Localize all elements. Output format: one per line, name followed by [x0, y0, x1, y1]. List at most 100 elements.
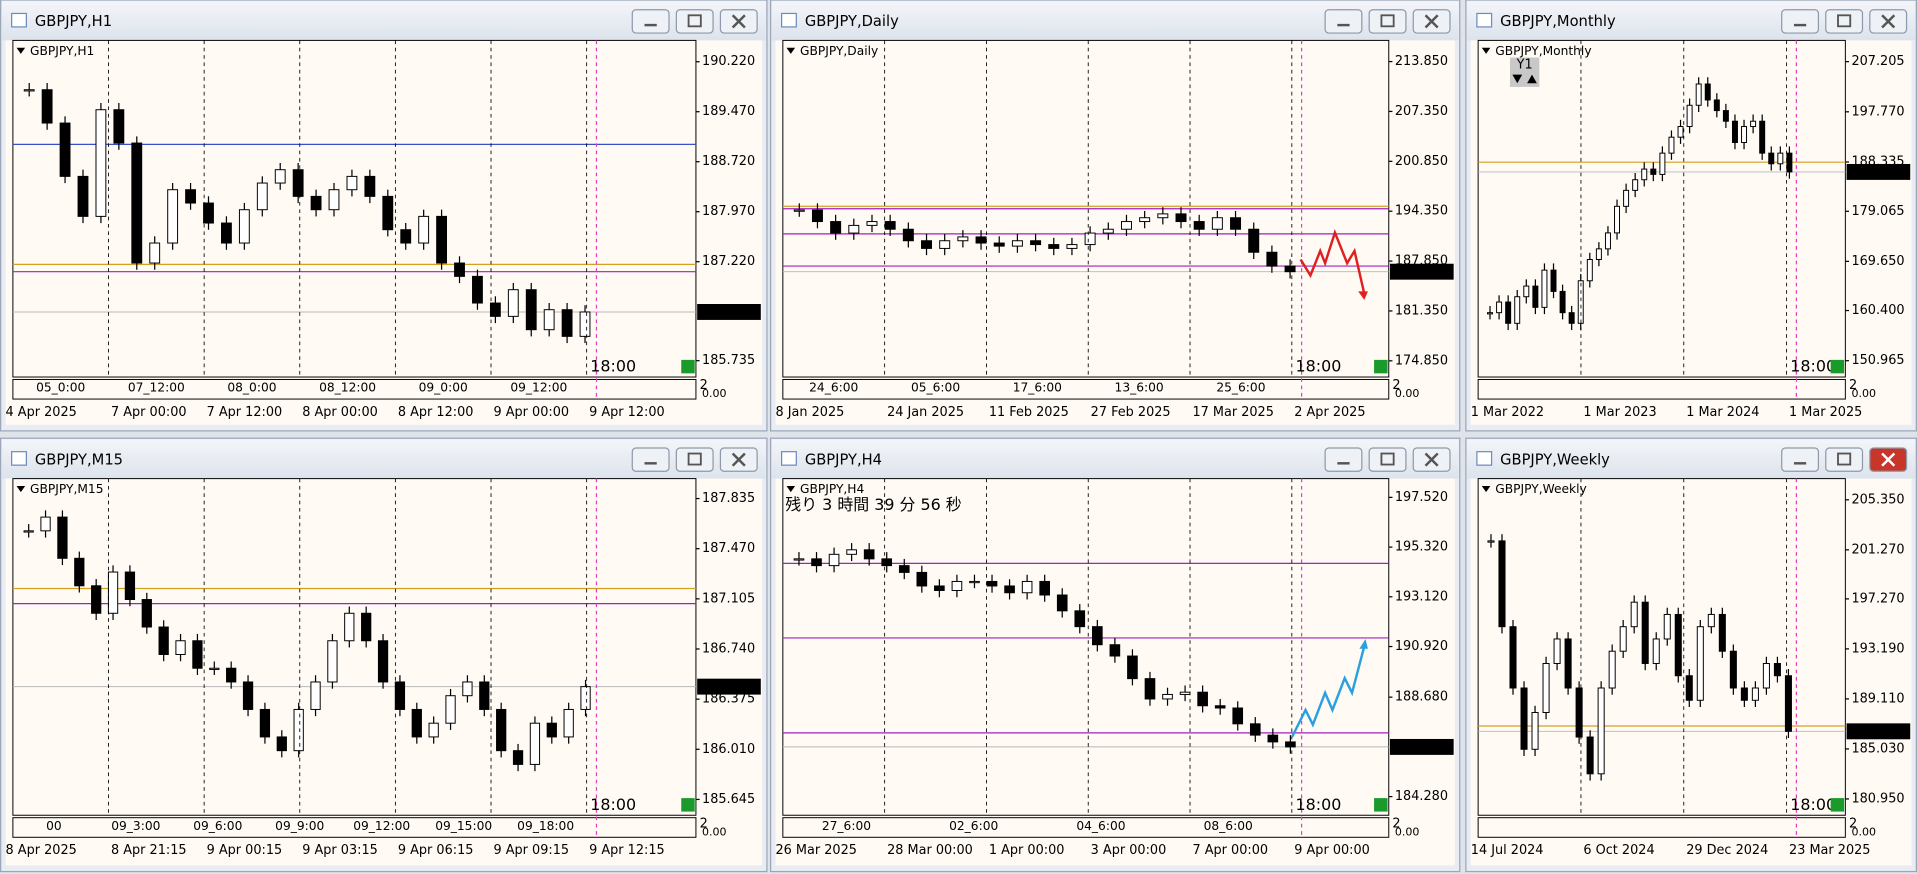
period-button-label: Y1 [1516, 57, 1533, 72]
candle [411, 708, 422, 738]
candle [529, 722, 541, 765]
candle [507, 289, 519, 317]
candle [209, 667, 220, 670]
minimize-button[interactable] [1781, 447, 1820, 472]
candle [59, 122, 71, 177]
y-tick-label: 195.320 [1395, 540, 1448, 555]
candle [934, 585, 945, 591]
trade-button[interactable] [1830, 798, 1845, 812]
candle [1144, 678, 1156, 700]
symbol-menu-arrow [786, 485, 796, 493]
date-label: 7 Apr 00:00 [1192, 843, 1268, 858]
minimize-button[interactable] [631, 447, 670, 472]
sub-window [12, 378, 697, 400]
symbol-label: GBPJPY,Monthly [1495, 44, 1591, 58]
close-time: 18:00 [590, 357, 636, 376]
date-label: 2 Apr 2025 [1294, 405, 1365, 420]
trade-button[interactable] [1374, 359, 1388, 374]
candle [1741, 126, 1748, 143]
trade-button[interactable] [681, 798, 695, 812]
date-label: 1 Apr 00:00 [989, 843, 1065, 858]
y-tick-label: 187.970 [702, 204, 755, 219]
candle [1120, 221, 1132, 230]
minimize-button[interactable] [1324, 447, 1363, 472]
chart-background [5, 40, 763, 425]
candle [1248, 228, 1260, 253]
candle [811, 558, 822, 567]
chart-background [775, 40, 1455, 425]
y-tick-label: 197.770 [1851, 104, 1904, 119]
price-label-bg [697, 304, 761, 320]
time-label: 27_6:00 [822, 819, 871, 833]
candle [1668, 136, 1675, 154]
trade-button[interactable] [681, 359, 695, 374]
sub-scale-top: 2 [1392, 378, 1400, 393]
sub-scale-bottom: 0.00 [702, 825, 727, 838]
date-label: 6 Oct 2024 [1583, 843, 1654, 858]
y-tick-label: 197.520 [1395, 490, 1448, 505]
price-label-bg [1846, 163, 1911, 180]
candle [91, 585, 102, 614]
y-tick-label: 186.740 [702, 641, 755, 656]
time-label: 07_12:00 [128, 381, 185, 395]
candle [256, 182, 268, 211]
candle [1674, 613, 1682, 677]
window-icon [1476, 451, 1493, 466]
time-label: 09_0:00 [419, 381, 468, 395]
sub-scale-bottom: 0.00 [1851, 825, 1876, 838]
candle [489, 302, 501, 317]
maximize-button[interactable] [675, 9, 714, 34]
candle [1707, 613, 1715, 628]
minimize-button[interactable] [1781, 9, 1820, 34]
chart-background [775, 478, 1455, 866]
plot-area [1477, 39, 1846, 378]
candle [916, 571, 928, 587]
candle [1641, 168, 1648, 181]
candle [1066, 244, 1078, 249]
candle [1652, 638, 1660, 664]
candle [1784, 675, 1792, 732]
plot-area [12, 478, 697, 816]
price-label-bg [697, 678, 761, 695]
candle [74, 557, 85, 587]
candle [310, 195, 322, 211]
candle [1509, 626, 1517, 689]
candle [1623, 189, 1630, 207]
minimize-button[interactable] [1324, 9, 1363, 34]
price-label: 186.466 [701, 304, 754, 319]
date-label: 8 Apr 00:00 [302, 405, 378, 420]
sub-scale-top: 2 [700, 816, 708, 831]
time-label: 25_6:00 [1216, 381, 1265, 395]
y-tick-label: 174.850 [1395, 353, 1448, 368]
candle [1487, 312, 1493, 315]
maximize-button[interactable] [675, 447, 714, 472]
sub-scale-bottom: 0.00 [1395, 825, 1420, 838]
trade-button[interactable] [1374, 798, 1388, 812]
forecast-arrow-head [1359, 638, 1368, 649]
y-tick-label: 197.270 [1851, 591, 1904, 606]
candle [561, 309, 573, 337]
minimize-button[interactable] [631, 9, 670, 34]
date-label: 9 Apr 06:15 [398, 843, 474, 858]
candle [221, 222, 232, 244]
candle [1586, 736, 1594, 775]
trade-button[interactable] [1830, 359, 1845, 374]
sub-window [1477, 817, 1846, 838]
candle [1663, 613, 1671, 640]
y-tick-label: 181.350 [1395, 303, 1448, 318]
maximize-button[interactable] [1368, 447, 1407, 472]
y-tick-label: 201.270 [1851, 542, 1904, 557]
time-label: 08_12:00 [319, 381, 376, 395]
candle [428, 722, 439, 738]
candle [1127, 655, 1138, 680]
candle [344, 612, 355, 642]
sub-scale-bottom: 0.00 [702, 387, 727, 400]
symbol-menu-arrow [16, 485, 26, 493]
maximize-button[interactable] [1825, 9, 1864, 34]
maximize-button[interactable] [1368, 9, 1407, 34]
maximize-glyph [687, 452, 702, 466]
maximize-button[interactable] [1825, 447, 1864, 472]
candle [512, 750, 524, 765]
symbol-label: GBPJPY,M15 [30, 482, 103, 496]
